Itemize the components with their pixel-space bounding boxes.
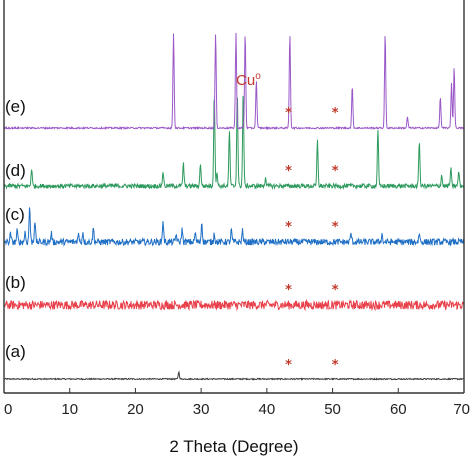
x-axis-title: 2 Theta (Degree) bbox=[169, 437, 298, 456]
cu-label: Cuo bbox=[236, 71, 261, 89]
cu-marker-3-2: * bbox=[332, 220, 339, 235]
cu-marker-1-1: * bbox=[285, 358, 292, 373]
cu-marker-5-2: * bbox=[332, 106, 339, 121]
x-tick-label-50: 50 bbox=[324, 401, 341, 418]
cu-marker-3-1: * bbox=[285, 220, 292, 235]
cu-marker-2-2: * bbox=[332, 283, 339, 298]
x-tick-label-30: 30 bbox=[193, 401, 210, 418]
series-line-1 bbox=[4, 370, 464, 381]
cu-label-superscript: o bbox=[255, 71, 261, 82]
series-label-3: (c) bbox=[5, 205, 25, 224]
cu-marker-1-2: * bbox=[332, 358, 339, 373]
cu-marker-5-1: * bbox=[285, 106, 292, 121]
series-line-4 bbox=[4, 95, 464, 191]
series-line-2 bbox=[4, 298, 464, 312]
x-tick-label-40: 40 bbox=[259, 401, 276, 418]
x-tick-label-60: 60 bbox=[390, 401, 407, 418]
x-tick-label-0: 0 bbox=[4, 401, 12, 418]
x-tick-label-70: 70 bbox=[453, 401, 470, 418]
series-label-5: (e) bbox=[5, 97, 26, 116]
series-label-4: (d) bbox=[5, 161, 26, 180]
x-tick-label-20: 20 bbox=[127, 401, 144, 418]
x-tick-label-10: 10 bbox=[61, 401, 78, 418]
cu-marker-4-1: * bbox=[285, 164, 292, 179]
cu-label-text: Cu bbox=[236, 72, 255, 89]
series-line-5 bbox=[4, 32, 464, 131]
cu-marker-4-2: * bbox=[332, 164, 339, 179]
series-line-3 bbox=[4, 207, 464, 247]
series-label-1: (a) bbox=[5, 342, 26, 361]
curves-group bbox=[4, 32, 464, 381]
series-label-group: (a) (b) (c) (d) (e) bbox=[5, 97, 26, 361]
x-tick-group: 0 10 20 30 40 50 60 70 bbox=[3, 388, 470, 418]
cu-marker-2-1: * bbox=[285, 283, 292, 298]
cu-marker-group: * * * * * * * * * * bbox=[285, 106, 339, 373]
series-label-2: (b) bbox=[5, 273, 26, 292]
